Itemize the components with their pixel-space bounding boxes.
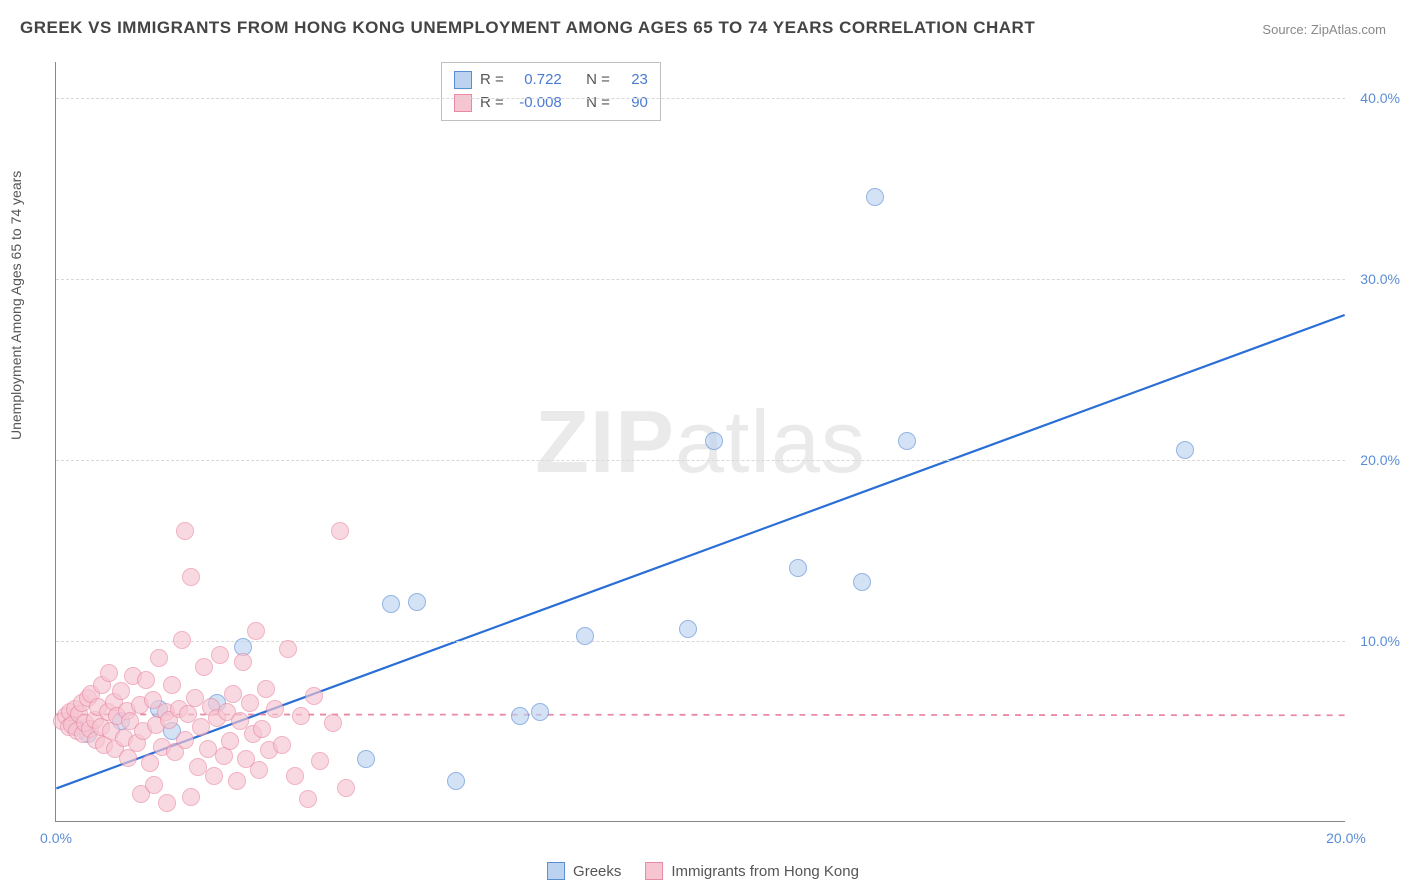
data-point <box>150 649 168 667</box>
regression-line <box>56 714 1344 715</box>
legend-swatch <box>547 862 565 880</box>
x-tick-label: 20.0% <box>1326 830 1366 846</box>
gridline <box>56 279 1345 280</box>
data-point <box>195 658 213 676</box>
legend-item: Immigrants from Hong Kong <box>645 862 859 880</box>
data-point <box>337 779 355 797</box>
watermark: ZIPatlas <box>535 391 866 493</box>
data-point <box>257 680 275 698</box>
legend-bottom: Greeks Immigrants from Hong Kong <box>547 862 859 880</box>
data-point <box>234 653 252 671</box>
data-point <box>382 595 400 613</box>
data-point <box>141 754 159 772</box>
gridline <box>56 98 1345 99</box>
data-point <box>853 573 871 591</box>
chart-title: GREEK VS IMMIGRANTS FROM HONG KONG UNEMP… <box>20 18 1035 38</box>
stats-legend-box: R = 0.722 N = 23 R = -0.008 N = 90 <box>441 62 661 121</box>
legend-swatch <box>454 94 472 112</box>
x-tick-label: 0.0% <box>40 830 72 846</box>
n-label: N = <box>586 92 610 115</box>
data-point <box>176 522 194 540</box>
gridline <box>56 460 1345 461</box>
data-point <box>221 732 239 750</box>
y-tick-label: 10.0% <box>1350 633 1400 649</box>
data-point <box>311 752 329 770</box>
legend-swatch <box>454 71 472 89</box>
data-point <box>511 707 529 725</box>
data-point <box>247 622 265 640</box>
data-point <box>1176 441 1194 459</box>
data-point <box>866 188 884 206</box>
data-point <box>182 568 200 586</box>
data-point <box>100 664 118 682</box>
data-point <box>789 559 807 577</box>
data-point <box>211 646 229 664</box>
watermark-rest: atlas <box>675 392 866 491</box>
data-point <box>241 694 259 712</box>
data-point <box>324 714 342 732</box>
legend-label: Greeks <box>573 863 621 880</box>
r-value: -0.008 <box>512 92 562 115</box>
data-point <box>163 676 181 694</box>
plot-area: ZIPatlas R =0.722 N =23R =-0.008 N =90 1… <box>55 62 1345 822</box>
r-label: R = <box>480 92 504 115</box>
data-point <box>192 718 210 736</box>
y-tick-label: 40.0% <box>1350 90 1400 106</box>
watermark-bold: ZIP <box>535 392 675 491</box>
y-axis-label: Unemployment Among Ages 65 to 74 years <box>8 171 24 440</box>
stats-row: R = -0.008 N = 90 <box>454 92 648 115</box>
source-name: ZipAtlas.com <box>1311 22 1386 37</box>
data-point <box>182 788 200 806</box>
data-point <box>137 671 155 689</box>
data-point <box>299 790 317 808</box>
y-tick-label: 30.0% <box>1350 271 1400 287</box>
data-point <box>408 593 426 611</box>
n-value: 23 <box>618 69 648 92</box>
data-point <box>266 700 284 718</box>
data-point <box>228 772 246 790</box>
data-point <box>447 772 465 790</box>
data-point <box>705 432 723 450</box>
data-point <box>292 707 310 725</box>
n-label: N = <box>586 69 610 92</box>
data-point <box>273 736 291 754</box>
y-tick-label: 20.0% <box>1350 452 1400 468</box>
data-point <box>173 631 191 649</box>
data-point <box>205 767 223 785</box>
data-point <box>176 731 194 749</box>
data-point <box>679 620 697 638</box>
data-point <box>145 776 163 794</box>
data-point <box>576 627 594 645</box>
data-point <box>898 432 916 450</box>
data-point <box>158 794 176 812</box>
data-point <box>305 687 323 705</box>
r-label: R = <box>480 69 504 92</box>
regression-line <box>56 315 1344 788</box>
data-point <box>279 640 297 658</box>
source-attribution: Source: ZipAtlas.com <box>1262 22 1386 37</box>
r-value: 0.722 <box>512 69 562 92</box>
data-point <box>250 761 268 779</box>
source-label: Source: <box>1262 22 1307 37</box>
n-value: 90 <box>618 92 648 115</box>
data-point <box>357 750 375 768</box>
data-point <box>253 720 271 738</box>
legend-label: Immigrants from Hong Kong <box>671 863 859 880</box>
stats-row: R = 0.722 N = 23 <box>454 69 648 92</box>
legend-swatch <box>645 862 663 880</box>
data-point <box>531 703 549 721</box>
data-point <box>112 682 130 700</box>
data-point <box>286 767 304 785</box>
legend-item: Greeks <box>547 862 621 880</box>
data-point <box>331 522 349 540</box>
